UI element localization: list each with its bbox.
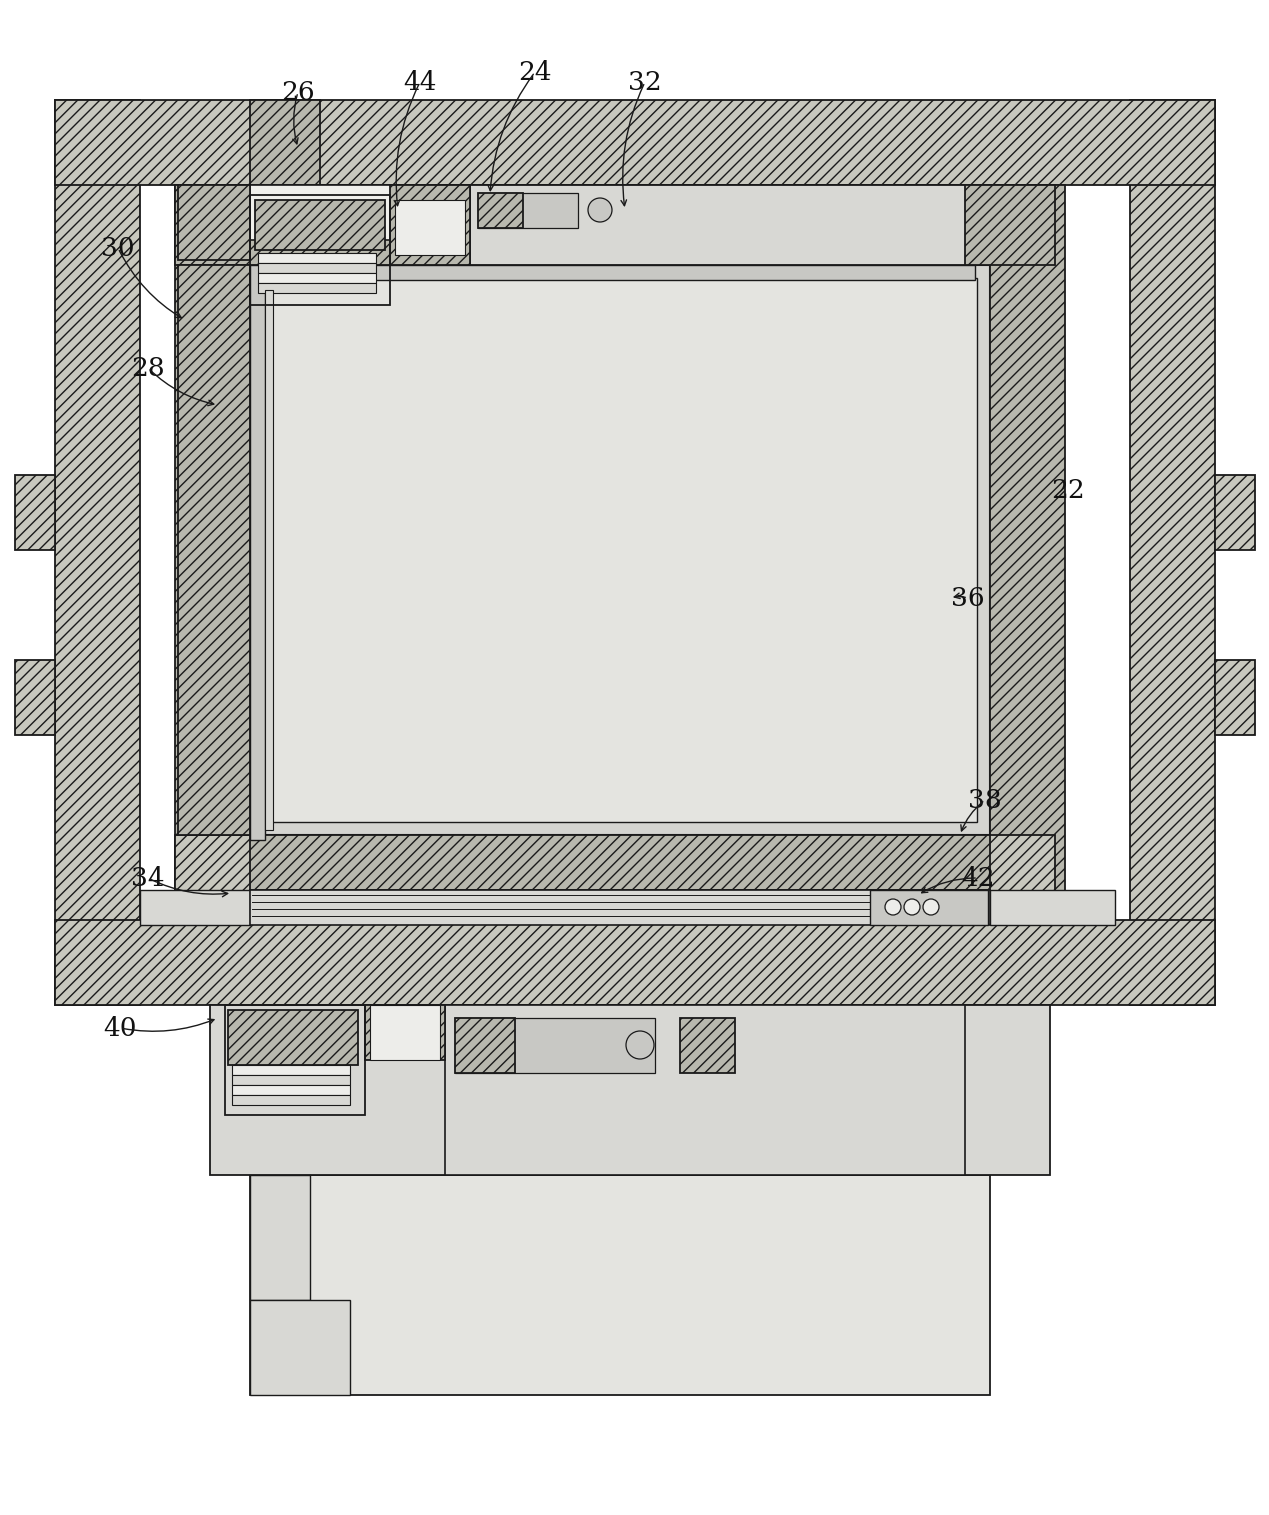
Bar xyxy=(175,835,1055,915)
Text: 42: 42 xyxy=(961,865,995,891)
Text: 28: 28 xyxy=(131,356,165,380)
Text: 32: 32 xyxy=(628,70,662,94)
Bar xyxy=(990,185,1065,915)
Bar xyxy=(1129,100,1214,1004)
Bar xyxy=(15,476,55,550)
Bar xyxy=(478,192,523,227)
Circle shape xyxy=(904,898,920,915)
Bar xyxy=(258,283,376,292)
Text: 40: 40 xyxy=(103,1015,137,1041)
Bar xyxy=(680,1018,735,1073)
Bar xyxy=(15,661,55,735)
Bar xyxy=(250,265,990,835)
Bar xyxy=(871,889,989,926)
Circle shape xyxy=(626,1032,654,1059)
Text: 26: 26 xyxy=(282,79,315,105)
Bar xyxy=(258,253,376,264)
Text: 44: 44 xyxy=(404,70,437,94)
Bar xyxy=(250,1300,350,1395)
Text: 30: 30 xyxy=(102,235,135,261)
Bar xyxy=(232,1085,350,1095)
Bar xyxy=(258,273,376,283)
Bar xyxy=(470,185,964,265)
Bar xyxy=(209,1004,1049,1176)
Bar xyxy=(55,100,1214,185)
Bar xyxy=(478,192,577,227)
Bar xyxy=(263,277,977,823)
Bar xyxy=(265,289,273,830)
Bar xyxy=(456,1018,655,1073)
Bar xyxy=(258,264,376,273)
Circle shape xyxy=(884,898,901,915)
Text: 22: 22 xyxy=(1051,477,1085,503)
Circle shape xyxy=(923,898,939,915)
Bar xyxy=(175,185,250,915)
Bar xyxy=(1214,661,1255,735)
Bar xyxy=(178,185,250,261)
Bar xyxy=(445,1004,964,1176)
Bar xyxy=(250,265,975,280)
Bar xyxy=(250,185,405,239)
Bar xyxy=(250,195,390,305)
Bar xyxy=(365,1004,445,1060)
Bar xyxy=(250,1176,310,1300)
Bar xyxy=(255,200,385,250)
Bar xyxy=(250,100,320,185)
Bar xyxy=(140,1004,1121,1026)
Bar xyxy=(990,889,1115,926)
Bar xyxy=(250,270,265,830)
Bar xyxy=(250,265,265,839)
Bar xyxy=(250,889,990,926)
Bar xyxy=(178,265,250,835)
Bar xyxy=(55,100,140,1004)
Bar xyxy=(228,1011,358,1065)
Circle shape xyxy=(588,198,612,223)
Bar xyxy=(55,920,1214,1004)
Bar xyxy=(232,1076,350,1085)
Text: 34: 34 xyxy=(131,865,165,891)
Bar xyxy=(371,1004,440,1060)
Bar xyxy=(225,1004,365,1115)
Bar xyxy=(1214,476,1255,550)
Bar xyxy=(250,835,990,889)
Bar xyxy=(140,889,250,926)
Bar xyxy=(175,185,1055,265)
Bar xyxy=(395,200,464,255)
Bar xyxy=(390,185,470,265)
Bar xyxy=(232,1065,350,1076)
Text: 36: 36 xyxy=(952,585,985,611)
Bar xyxy=(250,1176,990,1395)
Text: 38: 38 xyxy=(968,788,1001,812)
Text: 24: 24 xyxy=(518,59,552,85)
Bar xyxy=(456,1018,515,1073)
Bar xyxy=(232,1095,350,1104)
